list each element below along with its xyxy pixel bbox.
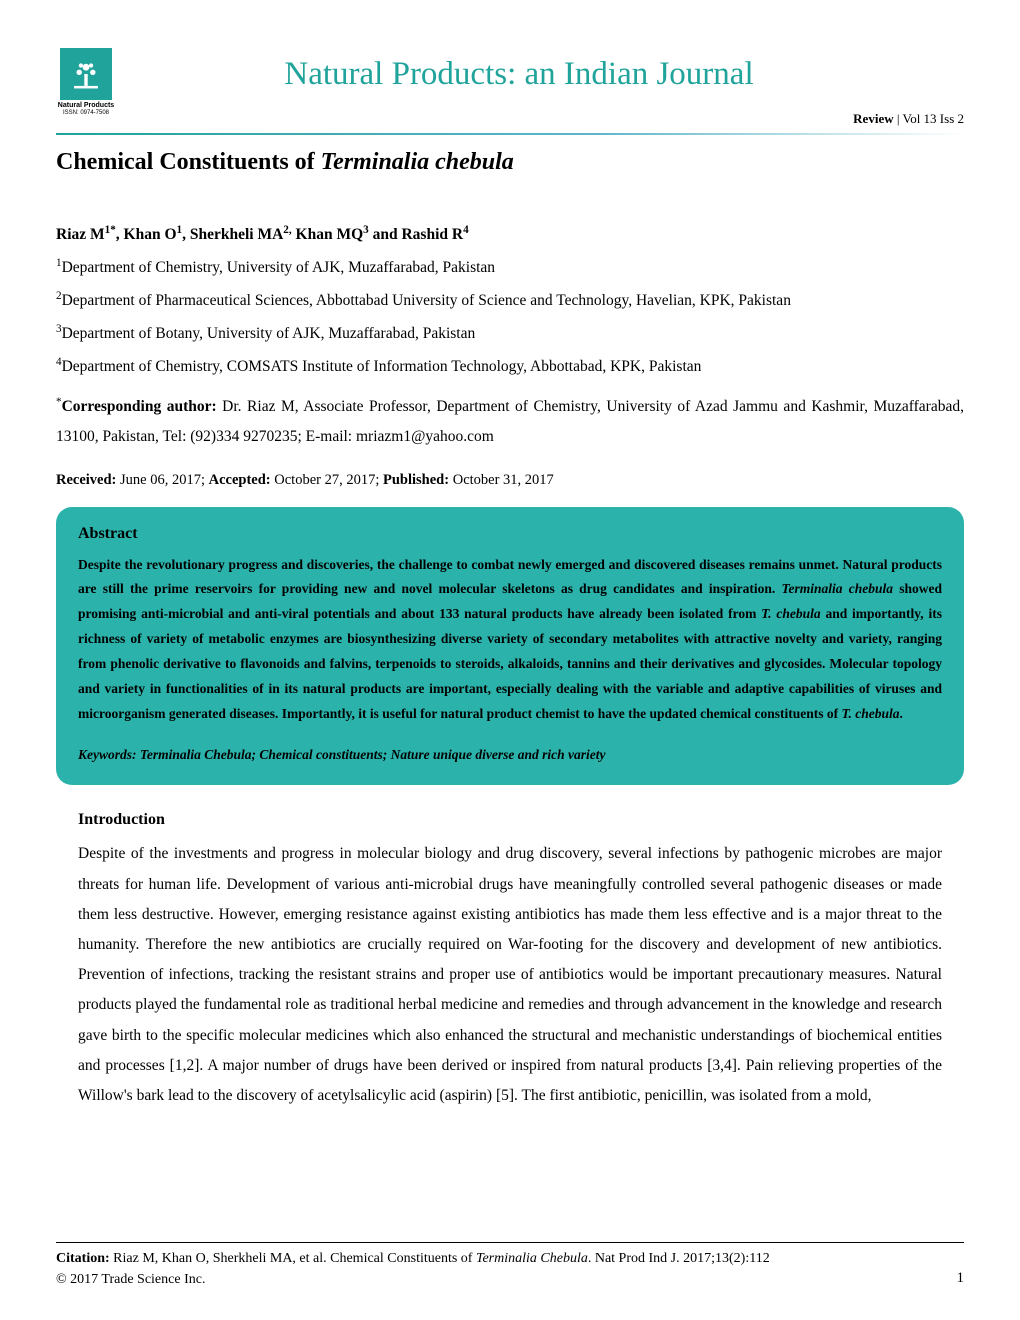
- corresponding-author: *Corresponding author: Dr. Riaz M, Assoc…: [56, 392, 964, 451]
- introduction-heading: Introduction: [78, 811, 942, 829]
- review-label: Review: [853, 111, 893, 126]
- header: Natural Products ISSN: 0974-7508 Natural…: [56, 48, 964, 127]
- issue-text: | Vol 13 Iss 2: [894, 111, 964, 126]
- header-divider: [56, 133, 964, 135]
- title-species: Terminalia chebula: [321, 149, 514, 175]
- copyright: © 2017 Trade Science Inc.: [56, 1270, 964, 1290]
- citation: Citation: Riaz M, Khan O, Sherkheli MA, …: [56, 1249, 964, 1269]
- affiliation-1: 1Department of Chemistry, University of …: [56, 256, 964, 279]
- affiliations: 1Department of Chemistry, University of …: [56, 256, 964, 378]
- title-prefix: Chemical Constituents of: [56, 149, 321, 175]
- keywords: Keywords: Terminalia Chebula; Chemical c…: [78, 747, 942, 763]
- page-number: 1: [957, 1268, 965, 1290]
- logo-issn: ISSN: 0974-7508: [56, 110, 116, 116]
- logo-caption: Natural Products: [56, 102, 116, 110]
- affiliation-2: 2Department of Pharmaceutical Sciences, …: [56, 289, 964, 312]
- article-title: Chemical Constituents of Terminalia cheb…: [56, 149, 964, 176]
- article-dates: Received: June 06, 2017; Accepted: Octob…: [56, 472, 964, 489]
- journal-title: Natural Products: an Indian Journal: [74, 56, 964, 93]
- introduction-text: Despite of the investments and progress …: [78, 839, 942, 1111]
- abstract-box: Abstract Despite the revolutionary progr…: [56, 507, 964, 786]
- abstract-heading: Abstract: [78, 525, 942, 543]
- issue-info: Review | Vol 13 Iss 2: [134, 111, 964, 127]
- authors: Riaz M1*, Khan O1, Sherkheli MA2, Khan M…: [56, 224, 964, 244]
- affiliation-3: 3Department of Botany, University of AJK…: [56, 322, 964, 345]
- affiliation-4: 4Department of Chemistry, COMSATS Instit…: [56, 355, 964, 378]
- footer: Citation: Riaz M, Khan O, Sherkheli MA, …: [56, 1242, 964, 1290]
- abstract-text: Despite the revolutionary progress and d…: [78, 553, 942, 728]
